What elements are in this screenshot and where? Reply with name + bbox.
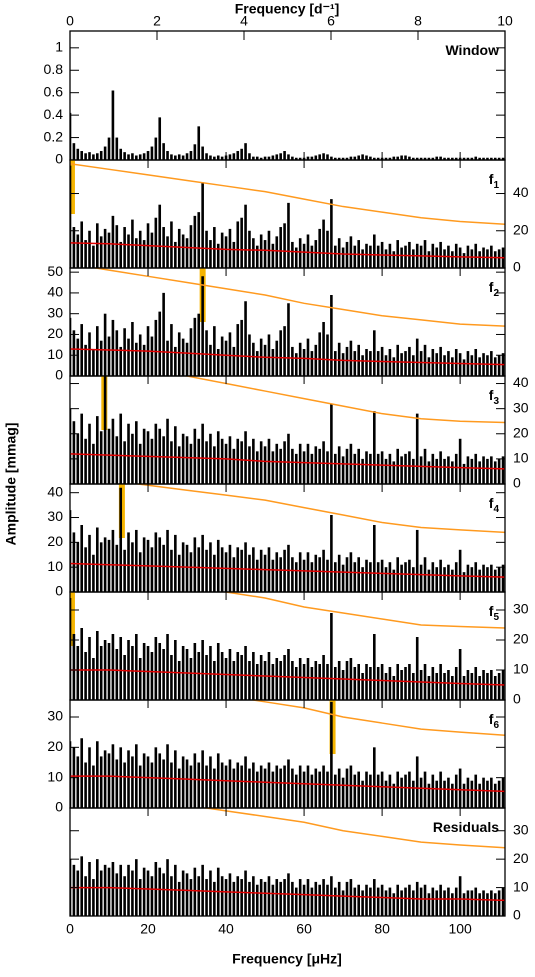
y-tick-label: 20: [513, 221, 529, 237]
panel-label: f5: [489, 603, 500, 623]
y-tick-label: 0: [55, 583, 63, 599]
y-tick-label: 20: [513, 850, 529, 866]
panel: [70, 700, 505, 808]
y-tick-label: 50: [47, 263, 63, 279]
noise-line: [70, 669, 505, 686]
y-tick-label: 0: [513, 691, 521, 707]
panel-label: f1: [489, 171, 500, 191]
top-tick-label: 6: [327, 13, 335, 29]
highlight: [70, 160, 75, 214]
y-tick-label: 40: [47, 284, 63, 300]
panel-label-text: f: [489, 171, 494, 187]
y-tick-label: 0: [55, 799, 63, 815]
y-tick-label: 0.4: [44, 106, 64, 122]
top-tick-label: 2: [153, 13, 161, 29]
panel-label-sub: 2: [493, 288, 499, 299]
panel-label: Window: [445, 42, 499, 58]
panel-label-text: f: [489, 387, 494, 403]
y-tick-label: 0: [513, 259, 521, 275]
noise-line: [70, 242, 505, 259]
panel: [70, 808, 505, 916]
panel-label-sub: 4: [493, 504, 499, 515]
y-tick-label: 30: [513, 821, 529, 837]
x-tick-label: 20: [140, 921, 156, 937]
top-tick-label: 10: [497, 13, 513, 29]
panel-label-text: f: [489, 495, 494, 511]
y-tick-label: 1: [55, 39, 63, 55]
y-tick-label: 20: [513, 424, 529, 440]
panel: [70, 268, 505, 376]
panel: [70, 484, 505, 592]
panel-label: f3: [489, 387, 500, 407]
y-tick-label: 10: [513, 450, 529, 466]
y-tick-label: 20: [47, 738, 63, 754]
noise-line: [70, 775, 505, 793]
y-tick-label: 0: [55, 367, 63, 383]
y-tick-label: 10: [47, 558, 63, 574]
panel-label-sub: 6: [493, 720, 499, 731]
x-tick-label: 80: [374, 921, 390, 937]
x-axis-label: Frequency [μHz]: [232, 951, 342, 967]
threshold-line: [70, 162, 505, 225]
panel-label-text: f: [489, 279, 494, 295]
noise-line: [70, 562, 505, 578]
panel-label: f6: [489, 711, 500, 731]
panel-label-text: Residuals: [433, 819, 499, 835]
panel-label-sub: 5: [493, 612, 499, 623]
x-tick-label: 40: [218, 921, 234, 937]
y-axis-label: Amplitude [mmag]: [3, 423, 19, 546]
threshold-line: [201, 808, 505, 849]
y-tick-label: 30: [47, 708, 63, 724]
panel-label-sub: 3: [493, 396, 499, 407]
y-tick-label: 40: [513, 374, 529, 390]
y-tick-label: 30: [513, 601, 529, 617]
top-tick-label: 4: [240, 13, 248, 29]
y-tick-label: 10: [513, 878, 529, 894]
y-tick-label: 20: [513, 631, 529, 647]
top-axis-label: Frequency [d⁻¹]: [235, 1, 340, 17]
threshold-line: [183, 376, 505, 424]
panel: [70, 160, 505, 268]
y-tick-label: 20: [47, 533, 63, 549]
top-tick-label: 0: [66, 13, 74, 29]
panel-label-text: f: [489, 711, 494, 727]
panel-frame: [69, 30, 506, 161]
y-tick-label: 40: [513, 184, 529, 200]
panel: [70, 376, 505, 484]
y-tick-label: 30: [47, 304, 63, 320]
y-tick-label: 20: [47, 325, 63, 341]
y-tick-label: 10: [47, 768, 63, 784]
y-tick-label: 0: [513, 907, 521, 923]
panel-label: f2: [489, 279, 500, 299]
y-tick-label: 40: [47, 483, 63, 499]
panel-label-text: f: [489, 603, 494, 619]
x-tick-label: 100: [448, 921, 472, 937]
threshold-line: [221, 592, 505, 629]
y-tick-label: 10: [47, 346, 63, 362]
threshold-line: [91, 268, 505, 327]
highlight: [70, 592, 75, 646]
panel: [70, 90, 505, 160]
noise-line: [70, 348, 505, 366]
panel-label-sub: 1: [493, 180, 499, 191]
noise-line: [70, 453, 505, 470]
threshold-line: [248, 700, 505, 736]
y-tick-label: 0.8: [44, 61, 64, 77]
y-tick-label: 30: [47, 508, 63, 524]
panel-frame: [69, 807, 506, 917]
y-tick-label: 0: [55, 151, 63, 167]
y-tick-label: 0.6: [44, 83, 64, 99]
top-tick-label: 8: [414, 13, 422, 29]
panel-label: Residuals: [433, 819, 499, 835]
panel-label: f4: [489, 495, 500, 515]
panel-label-text: Window: [445, 42, 499, 58]
y-tick-label: 0.2: [44, 128, 64, 144]
noise-line: [70, 886, 505, 902]
y-tick-label: 10: [513, 661, 529, 677]
x-tick-label: 60: [296, 921, 312, 937]
y-tick-label: 30: [513, 399, 529, 415]
y-tick-label: 0: [513, 475, 521, 491]
x-tick-label: 0: [66, 921, 74, 937]
